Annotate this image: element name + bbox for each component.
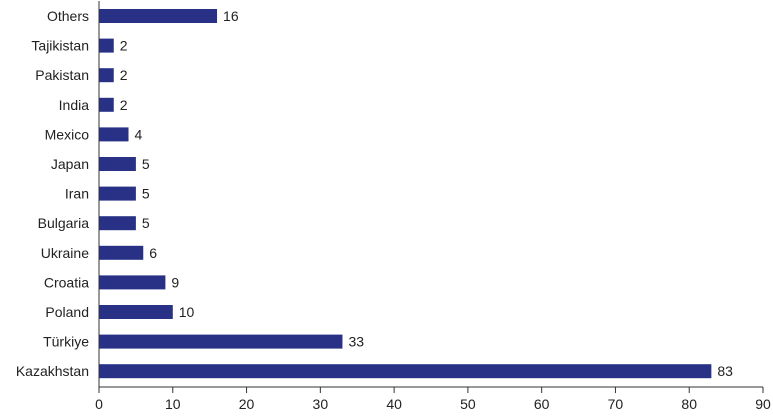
category-label-bulgaria: Bulgaria (38, 215, 90, 231)
value-label-poland: 10 (179, 304, 195, 320)
category-label-japan: Japan (51, 156, 89, 172)
bar-iran (99, 186, 136, 201)
category-label-others: Others (47, 8, 89, 24)
category-label-ukraine: Ukraine (41, 245, 89, 261)
x-tick-label-60: 60 (534, 396, 550, 412)
value-label-others: 16 (223, 8, 239, 24)
bar-kazakhstan (99, 364, 712, 379)
value-label-t-rkiye: 33 (348, 334, 364, 350)
value-label-croatia: 9 (171, 274, 179, 290)
category-label-poland: Poland (45, 304, 89, 320)
value-label-mexico: 4 (135, 126, 143, 142)
bar-mexico (99, 127, 129, 142)
x-tick-label-70: 70 (608, 396, 624, 412)
value-label-ukraine: 6 (149, 245, 157, 261)
axes (98, 1, 763, 388)
category-label-india: India (59, 97, 90, 113)
x-tick-label-30: 30 (313, 396, 329, 412)
value-label-tajikistan: 2 (120, 38, 128, 54)
bar-t-rkiye (99, 334, 343, 349)
bar-tajikistan (99, 38, 114, 53)
x-tick-label-80: 80 (681, 396, 697, 412)
x-tick-label-10: 10 (165, 396, 181, 412)
x-tick-label-0: 0 (95, 396, 103, 412)
bar-ukraine (99, 245, 144, 260)
category-label-t-rkiye: Türkiye (43, 334, 89, 350)
x-tick-label-20: 20 (239, 396, 255, 412)
x-tick-label-90: 90 (755, 396, 771, 412)
value-label-kazakhstan: 83 (717, 363, 733, 379)
bars-group (99, 9, 712, 379)
bar-japan (99, 157, 136, 171)
value-label-india: 2 (120, 97, 128, 113)
category-labels: Others Tajikistan Pakistan India Mexico Japan… (16, 8, 89, 379)
value-label-bulgaria: 5 (142, 215, 150, 231)
category-label-tajikistan: Tajikistan (31, 38, 89, 54)
x-tick-label-40: 40 (386, 396, 402, 412)
x-axis-ticks: 0 10 20 30 40 50 60 70 80 90 (95, 387, 771, 412)
value-label-pakistan: 2 (120, 67, 128, 83)
bar-croatia (99, 275, 166, 290)
value-label-japan: 5 (142, 156, 150, 172)
category-label-mexico: Mexico (45, 126, 90, 142)
bar-pakistan (99, 68, 114, 83)
category-label-kazakhstan: Kazakhstan (16, 363, 89, 379)
bar-others (99, 9, 218, 23)
bar-india (99, 97, 114, 112)
bar-bulgaria (99, 216, 136, 231)
category-label-pakistan: Pakistan (35, 67, 89, 83)
value-label-iran: 5 (142, 186, 150, 202)
category-label-iran: Iran (65, 186, 89, 202)
bar-poland (99, 305, 173, 319)
x-tick-label-50: 50 (460, 396, 476, 412)
category-label-croatia: Croatia (44, 274, 89, 290)
